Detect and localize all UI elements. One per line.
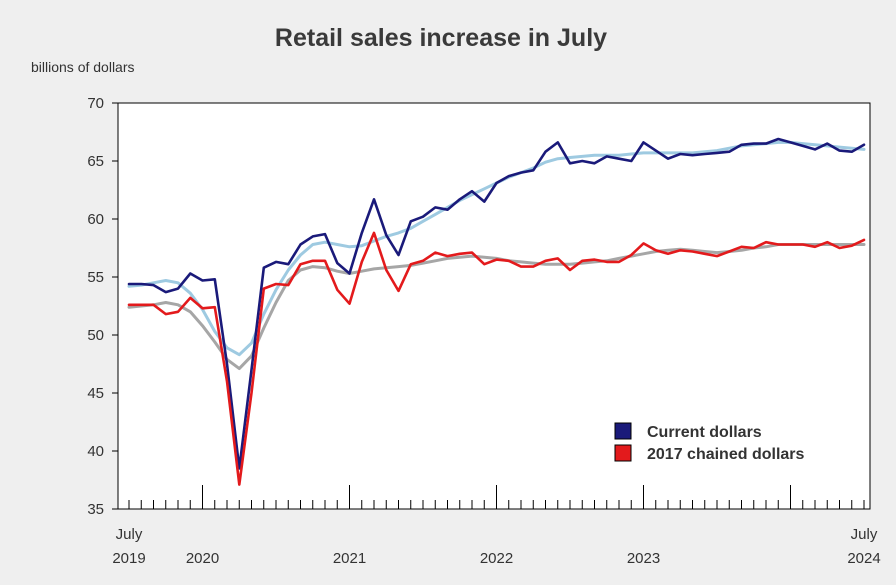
legend: Current dollars 2017 chained dollars	[614, 422, 805, 463]
x-tick-label-year: 2020	[186, 550, 219, 567]
x-tick-label-year: 2023	[627, 550, 660, 567]
y-axis-label: billions of dollars	[31, 59, 135, 75]
x-tick-label-year: 2019	[112, 550, 145, 567]
legend-swatch	[614, 444, 632, 462]
x-tick-label-month: July	[851, 526, 878, 543]
x-tick-label-year: 2024	[847, 550, 880, 567]
series-line-current-dollars	[127, 137, 866, 470]
legend-swatch	[614, 422, 632, 440]
series-line-2017-chained-dollars	[127, 231, 866, 486]
y-tick-label: 70	[87, 95, 104, 112]
y-tick-label: 40	[87, 443, 104, 460]
x-tick-label-month: July	[116, 526, 143, 543]
chart-title: Retail sales increase in July	[275, 24, 607, 52]
y-tick-label: 55	[87, 269, 104, 286]
legend-label: Current dollars	[647, 424, 762, 441]
series-layer	[127, 137, 866, 486]
y-tick-label: 60	[87, 211, 104, 228]
legend-label: 2017 chained dollars	[647, 446, 805, 463]
x-tick-label-year: 2021	[333, 550, 366, 567]
y-tick-label: 45	[87, 385, 104, 402]
y-tick-label: 65	[87, 153, 104, 170]
y-axis: 35 40 45 50 55 60 65 70	[87, 95, 118, 518]
x-axis: July 2019 2020 2021 2022 2023 July 2024	[112, 485, 881, 567]
x-tick-label-year: 2022	[480, 550, 513, 567]
y-tick-label: 50	[87, 327, 104, 344]
y-tick-label: 35	[87, 501, 104, 518]
